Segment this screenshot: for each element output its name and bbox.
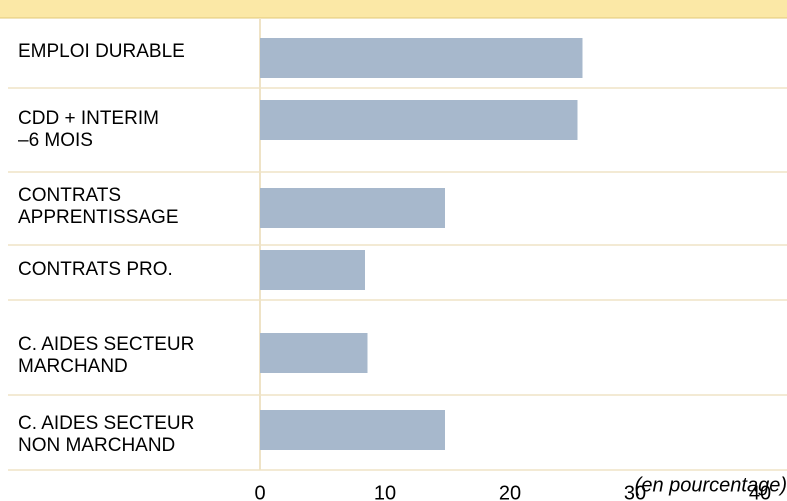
bar bbox=[260, 333, 368, 373]
x-tick-label: 20 bbox=[499, 482, 521, 501]
bar bbox=[260, 250, 365, 290]
bar bbox=[260, 410, 445, 450]
header-band bbox=[0, 0, 787, 18]
x-tick-label: 0 bbox=[254, 482, 265, 501]
category-label: C. AIDES SECTEUR NON MARCHAND bbox=[18, 413, 195, 456]
category-label: EMPLOI DURABLE bbox=[18, 41, 185, 62]
category-label: CDD + INTERIM –6 MOIS bbox=[18, 108, 159, 151]
category-label: C. AIDES SECTEUR MARCHAND bbox=[18, 334, 195, 377]
category-label: CONTRATS PRO. bbox=[18, 259, 173, 280]
category-label: CONTRATS APPRENTISSAGE bbox=[18, 185, 179, 228]
bar bbox=[260, 100, 578, 140]
x-tick-label: 30 bbox=[624, 482, 646, 501]
bar bbox=[260, 38, 583, 78]
x-tick-label: 40 bbox=[749, 482, 771, 501]
bar bbox=[260, 188, 445, 228]
annotation: (en pourcentage) bbox=[635, 474, 787, 496]
x-tick-label: 10 bbox=[374, 482, 396, 501]
